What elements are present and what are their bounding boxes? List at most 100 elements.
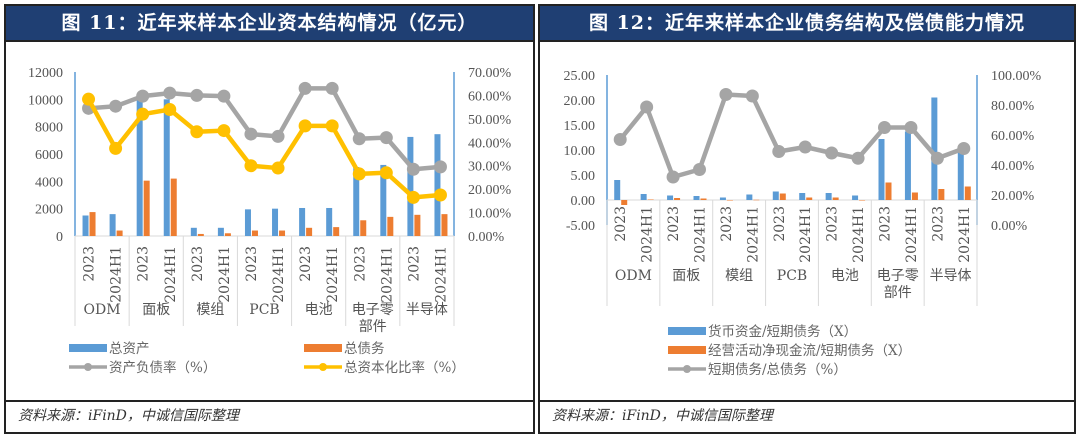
bar-secondary — [279, 230, 286, 236]
y2-tick-label: 60.00% — [991, 129, 1035, 144]
legend-label: 货币资金/短期债务（X） — [708, 323, 857, 340]
group-label: 电子零 — [352, 302, 394, 318]
series-point — [406, 162, 420, 176]
period-label: 2024H1 — [745, 206, 761, 263]
series-point — [957, 142, 971, 155]
series-point — [325, 119, 339, 133]
series-point — [352, 167, 366, 181]
legend-swatch — [304, 344, 342, 352]
period-label: 2023 — [190, 246, 206, 282]
legend-label: 总资产 — [109, 341, 150, 357]
series-point — [904, 121, 918, 134]
bar-secondary — [387, 216, 394, 236]
bar-secondary — [647, 199, 654, 200]
bar-primary — [434, 134, 441, 236]
series-point — [109, 141, 123, 155]
bar-secondary — [674, 198, 681, 200]
period-label: 2024H1 — [271, 246, 287, 303]
series-point — [352, 132, 366, 146]
series-point — [379, 131, 393, 145]
y-tick-label: 15.00 — [564, 119, 596, 134]
bar-secondary — [885, 182, 892, 200]
bar-secondary — [441, 214, 448, 236]
series-point — [640, 100, 654, 114]
y-tick-label: 10.00 — [564, 144, 596, 159]
series-point — [930, 151, 944, 165]
series-point — [719, 88, 733, 101]
bar-secondary — [806, 197, 813, 200]
period-label: 2024H1 — [851, 206, 867, 263]
bar-secondary — [170, 178, 177, 236]
period-label: 2023 — [613, 206, 629, 242]
bar-primary — [878, 139, 885, 200]
y2-tick-label: 70.00% — [468, 66, 512, 81]
y2-tick-label: 20.00% — [991, 189, 1035, 204]
series-point — [190, 88, 204, 102]
series-line — [618, 92, 965, 180]
legend-marker — [319, 363, 327, 371]
group-label: 电池 — [831, 268, 859, 284]
series-point — [379, 166, 393, 180]
bar-primary — [217, 227, 224, 236]
bar-primary — [136, 100, 143, 237]
bar-secondary — [89, 212, 96, 236]
bar-secondary — [832, 197, 839, 200]
bar-secondary — [251, 230, 258, 236]
y-tick-label: -5.00 — [566, 219, 595, 234]
group-label: ODM — [615, 268, 652, 284]
period-label: 2023 — [352, 246, 368, 282]
y2-tick-label: 60.00% — [468, 89, 512, 104]
bar-primary — [852, 195, 859, 200]
y-tick-label: 10000 — [28, 93, 63, 108]
legend-swatch — [668, 346, 706, 354]
y2-tick-label: 30.00% — [468, 160, 512, 175]
y-tick-label: 4000 — [35, 175, 63, 190]
figure-11-title: 图 11：近年来样本企业资本结构情况（亿元） — [6, 6, 533, 42]
legend-marker — [683, 365, 691, 373]
y-tick-label: 6000 — [35, 148, 63, 163]
bar-primary — [772, 191, 779, 200]
period-label: 2024H1 — [957, 206, 973, 263]
bar-primary — [299, 207, 306, 236]
bar-secondary — [621, 200, 628, 205]
group-label: 半导体 — [930, 268, 972, 284]
bar-primary — [667, 195, 674, 200]
y-tick-label: 25.00 — [564, 69, 596, 84]
y2-tick-label: 40.00% — [991, 159, 1035, 174]
bar-primary — [407, 136, 414, 236]
series-point — [163, 86, 177, 100]
y-tick-label: 5.00 — [571, 169, 596, 184]
period-label: 2023 — [406, 246, 422, 282]
series-point — [163, 102, 177, 116]
bar-secondary — [911, 192, 918, 200]
bar-secondary — [143, 180, 150, 236]
legend-label: 短期债务/总债务（%） — [708, 362, 847, 378]
figure-12-chart: -5.00 0.00 5.00 10.00 15.00 20.00 25.00 0.00% 20… — [564, 69, 1042, 378]
group-label: 半导体 — [406, 302, 448, 318]
period-label: 2024H1 — [433, 246, 449, 303]
series-point — [271, 161, 285, 175]
period-label: 2024H1 — [217, 246, 233, 303]
period-label: 2024H1 — [325, 246, 341, 303]
bar-secondary — [224, 233, 231, 236]
group-label: 模组 — [725, 268, 753, 284]
series-point — [271, 129, 285, 143]
group-label: ODM — [84, 302, 121, 318]
series-point — [666, 170, 680, 184]
series-point — [136, 107, 150, 121]
bar-secondary — [753, 199, 760, 201]
bar-secondary — [414, 214, 421, 236]
bar-primary — [799, 193, 806, 200]
bar-secondary — [859, 200, 866, 201]
bar-primary — [640, 194, 647, 200]
period-label: 2023 — [82, 246, 98, 282]
series-point — [298, 119, 312, 133]
period-label: 2024H1 — [693, 206, 709, 263]
bar-primary — [746, 194, 753, 200]
period-label: 2024H1 — [798, 206, 814, 263]
period-label: 2024H1 — [904, 206, 920, 263]
y-tick-label: 20.00 — [564, 94, 596, 109]
y2-tick-label: 0.00% — [991, 219, 1028, 234]
bar-secondary — [360, 220, 367, 236]
period-label: 2024H1 — [379, 246, 395, 303]
